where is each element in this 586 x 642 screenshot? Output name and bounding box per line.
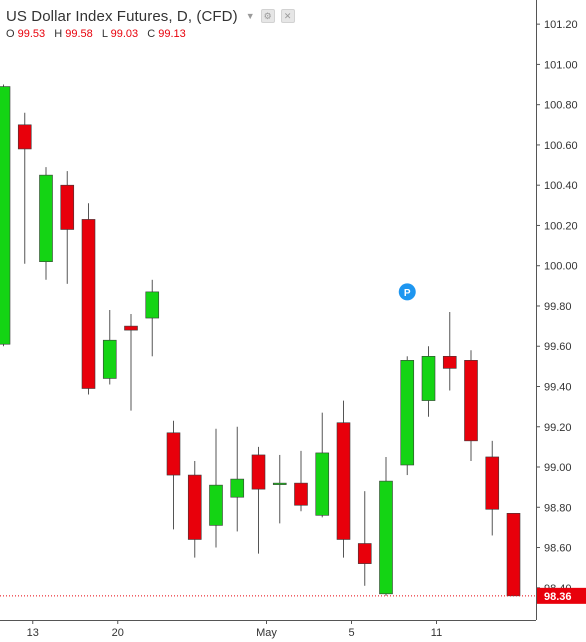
event-marker-label: P <box>404 288 411 299</box>
event-marker[interactable] <box>398 283 416 301</box>
settings-icon[interactable]: ⚙ <box>260 9 275 23</box>
candle-body <box>230 478 245 498</box>
candle-body <box>187 474 202 540</box>
price-axis[interactable] <box>536 0 586 642</box>
close-icon[interactable]: ✕ <box>280 9 295 23</box>
candle-body <box>421 355 436 401</box>
ohlc-readout: O 99.53 H 99.58 L 99.03 C 99.13 <box>6 28 295 40</box>
candle-body <box>209 484 223 526</box>
y-tick-label: 99.20 <box>544 422 572 434</box>
candle-down[interactable] <box>17 112 32 264</box>
y-tick-label: 99.60 <box>544 341 572 353</box>
y-tick-label: 100.00 <box>544 261 578 273</box>
candle-body <box>0 86 11 345</box>
y-tick-label: 98.60 <box>544 543 572 555</box>
candle-up[interactable] <box>145 279 160 357</box>
candle-body <box>81 219 96 389</box>
candle-down[interactable] <box>187 460 202 558</box>
candle-up[interactable] <box>400 356 415 476</box>
y-tick-label: 99.00 <box>544 462 572 474</box>
candle-body <box>464 360 478 442</box>
candle-up[interactable] <box>209 428 223 548</box>
candle-body <box>17 124 32 150</box>
candle-up[interactable] <box>272 454 287 524</box>
candle-up[interactable] <box>0 84 11 347</box>
candle-up[interactable] <box>421 346 436 417</box>
y-tick-label: 100.40 <box>544 180 578 192</box>
candle-down[interactable] <box>485 440 500 536</box>
chart-legend: US Dollar Index Futures, D, (CFD) ▼ ⚙ ✕ … <box>6 6 295 40</box>
candle-down[interactable] <box>81 203 96 395</box>
candle-body <box>272 482 287 485</box>
close-value: 99.13 <box>158 28 186 40</box>
candle-body <box>379 480 393 595</box>
low-value: 99.03 <box>110 28 139 40</box>
candle-up[interactable] <box>102 310 117 385</box>
x-tick-label: May <box>256 627 277 639</box>
open-label: O <box>6 28 15 40</box>
candle-body <box>294 482 308 506</box>
candle-body <box>39 174 53 262</box>
candle-body <box>60 184 75 230</box>
y-tick-label: 101.20 <box>544 19 578 31</box>
y-tick-label: 100.80 <box>544 100 578 112</box>
y-tick-label: 98.80 <box>544 502 572 514</box>
high-label: H <box>54 28 63 40</box>
low-label: L <box>101 28 108 40</box>
candle-body <box>506 513 521 597</box>
last-price-badge <box>537 587 586 604</box>
dropdown-caret-icon[interactable]: ▼ <box>245 11 255 21</box>
x-tick-label: 20 <box>112 627 124 639</box>
close-label: C <box>147 28 156 40</box>
candle-down[interactable] <box>166 420 181 530</box>
open-value: 99.53 <box>17 28 46 40</box>
candle-up[interactable] <box>315 412 330 518</box>
x-tick-label: 11 <box>431 627 442 639</box>
candle-down[interactable] <box>294 450 308 512</box>
candle-up[interactable] <box>379 456 393 596</box>
candle-body <box>485 456 500 510</box>
y-tick-label: 99.80 <box>544 301 572 313</box>
candle-body <box>336 422 351 540</box>
candle-down[interactable] <box>336 400 351 558</box>
candle-down[interactable] <box>464 350 478 461</box>
candle-body <box>315 452 330 516</box>
candle-down[interactable] <box>251 446 266 554</box>
candle-body <box>251 454 266 490</box>
candle-body <box>145 291 160 319</box>
high-value: 99.58 <box>65 28 93 40</box>
candle-down[interactable] <box>506 513 521 597</box>
last-price-label: 98.36 <box>544 591 572 603</box>
candle-down[interactable] <box>60 171 75 284</box>
y-tick-label: 101.00 <box>544 59 578 71</box>
x-tick-label: 13 <box>27 627 39 639</box>
candle-up[interactable] <box>39 167 53 280</box>
candle-body <box>442 355 457 369</box>
candle-body <box>102 339 117 379</box>
candle-body <box>357 543 372 564</box>
candle-body <box>400 360 415 466</box>
y-tick-label: 100.60 <box>544 140 578 152</box>
y-tick-label: 99.40 <box>544 381 572 393</box>
y-tick-label: 100.20 <box>544 220 578 232</box>
candle-down[interactable] <box>357 491 372 586</box>
candle-body <box>166 432 181 476</box>
candle-down[interactable] <box>442 312 457 391</box>
candle-up[interactable] <box>230 426 245 532</box>
chart-title[interactable]: US Dollar Index Futures, D, (CFD) <box>6 7 238 25</box>
candle-down[interactable] <box>124 314 138 411</box>
x-tick-label: 5 <box>348 627 354 639</box>
candle-body <box>124 325 138 331</box>
